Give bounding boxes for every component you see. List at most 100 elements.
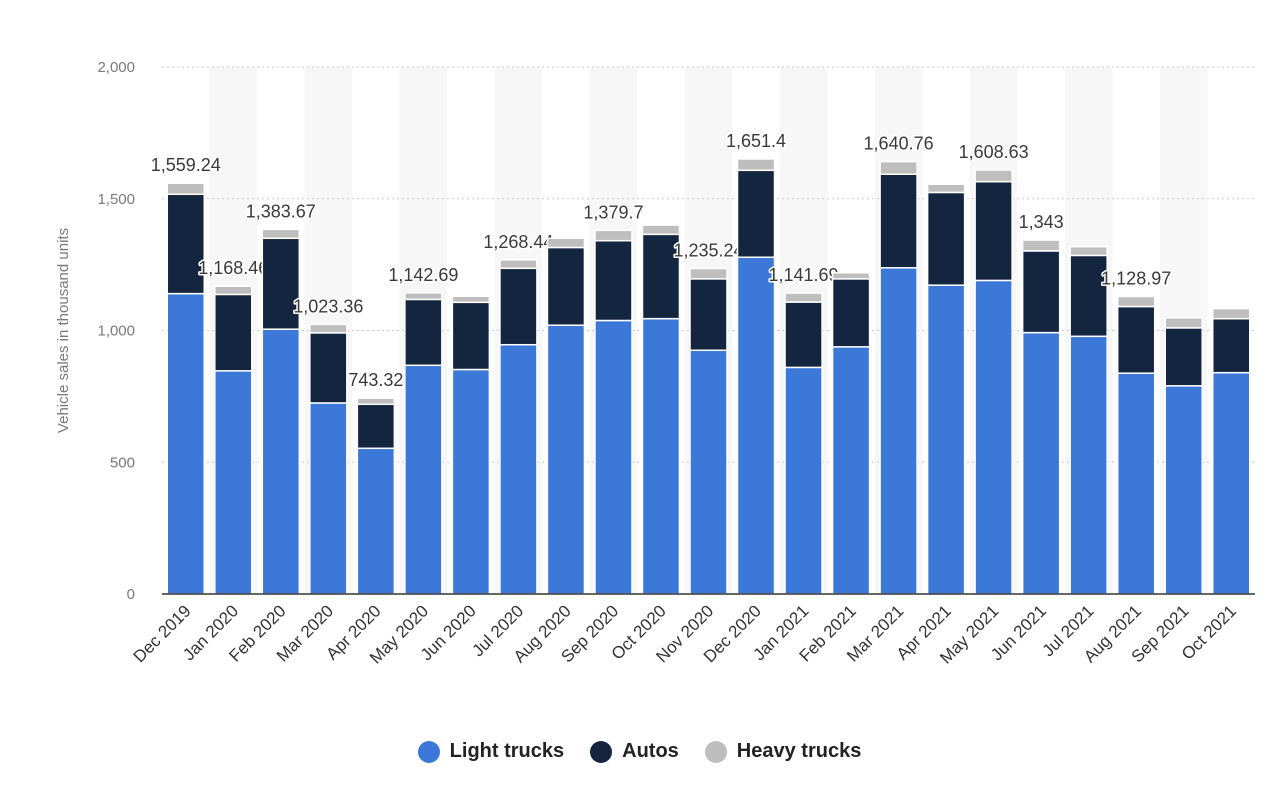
- light-trucks-segment: [404, 364, 443, 595]
- y-tick-label: 500: [110, 454, 135, 471]
- autos-segment: [689, 278, 728, 352]
- bar-total-label: 1,168.46: [198, 258, 268, 278]
- heavy-trucks-segment: [641, 224, 681, 236]
- bar-total-label: 1,128.97: [1101, 269, 1171, 289]
- heavy-trucks-segment: [1069, 245, 1108, 257]
- bar-total-label: 1,651.4: [726, 131, 786, 151]
- y-tick-label: 1,500: [97, 191, 135, 208]
- autos-segment: [831, 278, 871, 348]
- bar-total-label: 1,383.67: [246, 201, 316, 221]
- bar-total-label: 1,343: [1019, 212, 1064, 232]
- light-trucks-segment: [451, 368, 491, 595]
- legend-label-light-trucks: Light trucks: [449, 740, 565, 762]
- heavy-trucks-segment: [404, 292, 443, 301]
- light-trucks-segment: [546, 324, 586, 595]
- heavy-trucks-segment: [451, 295, 491, 304]
- heavy-trucks-segment: [689, 267, 728, 280]
- autos-segment: [356, 403, 396, 450]
- light-trucks-segment: [261, 328, 301, 595]
- heavy-trucks-segment: [546, 237, 586, 249]
- autos-segment: [546, 246, 586, 326]
- y-tick-label: 1,000: [97, 323, 135, 340]
- light-trucks-segment: [309, 402, 348, 595]
- bar-total-label: 1,023.36: [293, 296, 363, 316]
- legend-swatch-heavy-trucks: [704, 740, 727, 763]
- y-tick-label: 0: [127, 586, 135, 603]
- bar-total-label: 1,608.63: [959, 142, 1029, 162]
- light-trucks-segment: [214, 370, 253, 595]
- autos-segment: [1211, 317, 1251, 374]
- autos-segment: [261, 237, 301, 330]
- light-trucks-segment: [1164, 385, 1203, 595]
- autos-segment: [594, 239, 633, 322]
- heavy-trucks-segment: [594, 229, 633, 242]
- y-tick-label: 2,000: [97, 59, 135, 76]
- autos-segment: [499, 267, 538, 346]
- heavy-trucks-segment: [784, 292, 823, 303]
- bar-total-label: 1,379.7: [583, 202, 643, 222]
- light-trucks-segment: [831, 346, 871, 595]
- legend-item-autos[interactable]: Autos: [590, 740, 679, 763]
- bar-total-label: 1,559.24: [151, 155, 221, 175]
- light-trucks-segment: [641, 317, 681, 595]
- heavy-trucks-segment: [974, 169, 1013, 183]
- heavy-trucks-segment: [1164, 317, 1203, 329]
- autos-segment: [784, 301, 823, 369]
- autos-segment: [309, 332, 348, 404]
- bar-total-label: 1,640.76: [864, 134, 934, 154]
- heavy-trucks-segment: [261, 228, 301, 240]
- heavy-trucks-segment: [1116, 295, 1156, 308]
- legend: Light trucks Autos Heavy trucks: [0, 740, 1279, 763]
- autos-segment: [926, 191, 966, 286]
- light-trucks-segment: [594, 319, 633, 595]
- heavy-trucks-segment: [879, 160, 918, 175]
- y-axis-title: Vehicle sales in thousand units: [55, 228, 72, 433]
- bar-total-label: 743.32: [348, 370, 403, 390]
- autos-segment: [974, 180, 1013, 282]
- light-trucks-segment: [1069, 335, 1108, 595]
- light-trucks-segment: [926, 284, 966, 595]
- heavy-trucks-segment: [166, 182, 206, 196]
- heavy-trucks-segment: [356, 397, 396, 406]
- bar-total-label: 1,141.69: [769, 265, 839, 285]
- heavy-trucks-segment: [1211, 307, 1251, 320]
- legend-label-autos: Autos: [622, 740, 679, 762]
- legend-swatch-light-trucks: [417, 740, 440, 763]
- heavy-trucks-segment: [926, 183, 966, 194]
- light-trucks-segment: [736, 256, 776, 595]
- light-trucks-segment: [689, 349, 728, 595]
- autos-segment: [1021, 250, 1061, 334]
- light-trucks-segment: [784, 366, 823, 595]
- light-trucks-segment: [1211, 371, 1251, 595]
- light-trucks-segment: [1116, 372, 1156, 595]
- stacked-bar-chart: 0 500 1,000 1,500 2,000 Vehicle sales in thou…: [55, 59, 1255, 668]
- autos-segment: [404, 298, 443, 367]
- light-trucks-segment: [166, 292, 206, 595]
- autos-segment: [166, 193, 206, 295]
- light-trucks-segment: [879, 267, 918, 595]
- autos-segment: [451, 301, 491, 371]
- heavy-trucks-segment: [214, 285, 253, 296]
- autos-segment: [214, 293, 253, 372]
- autos-segment: [1116, 305, 1156, 374]
- autos-segment: [736, 169, 776, 258]
- legend-item-heavy-trucks[interactable]: Heavy trucks: [704, 740, 862, 763]
- autos-segment: [1164, 327, 1203, 387]
- legend-label-heavy-trucks: Heavy trucks: [736, 740, 862, 762]
- heavy-trucks-segment: [736, 158, 776, 172]
- heavy-trucks-segment: [831, 272, 871, 280]
- light-trucks-segment: [499, 343, 538, 595]
- bar-total-label: 1,235.24: [673, 241, 743, 261]
- autos-segment: [1069, 254, 1108, 338]
- autos-segment: [641, 233, 681, 320]
- light-trucks-segment: [1021, 331, 1061, 595]
- autos-segment: [879, 173, 918, 269]
- legend-item-light-trucks[interactable]: Light trucks: [417, 740, 565, 763]
- legend-swatch-autos: [590, 740, 613, 763]
- heavy-trucks-segment: [1021, 239, 1061, 252]
- light-trucks-segment: [356, 447, 396, 595]
- light-trucks-segment: [974, 279, 1013, 595]
- bar-total-label: 1,142.69: [388, 265, 458, 285]
- bar-total-label: 1,268.44: [483, 232, 553, 252]
